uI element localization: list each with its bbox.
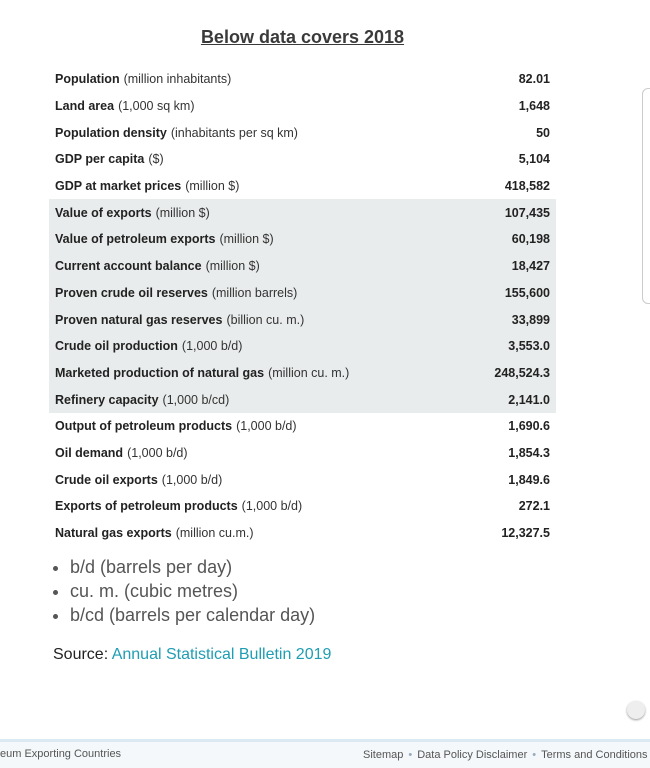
row-unit: (1,000 b/d) [127, 445, 188, 460]
row-label: Refinery capacity [55, 392, 159, 407]
table-row: Population density (inhabitants per sq km… [49, 119, 556, 146]
row-value: 3,553.0 [508, 339, 550, 354]
row-unit: (1,000 b/d) [241, 499, 303, 514]
row-label: Marketed production of natural gas [55, 365, 265, 380]
row-unit: (million inhabitants) [123, 72, 232, 87]
row-value: 1,849.6 [508, 472, 550, 487]
table-row: Marketed production of natural gas (milli… [49, 359, 556, 387]
row-label: Value of exports [55, 205, 152, 220]
table-row: Land area (1,000 sq km) 1,648 [49, 93, 556, 120]
table-row: Population (million inhabitants) 82.01 [49, 66, 556, 93]
row-label: Population density [55, 125, 167, 140]
table-row: GDP per capita ($) 5,104 [49, 146, 556, 173]
source: Source: Annual Statistical Bulletin 2019 [53, 646, 331, 664]
row-label: GDP at market prices [55, 179, 182, 194]
row-value: 248,524.3 [494, 365, 550, 380]
footer-link[interactable]: Sitemap [363, 749, 404, 761]
row-label: Proven natural gas reserves [55, 312, 223, 327]
table-row: Value of exports (million $) 107,435 [49, 199, 556, 227]
row-value: 107,435 [504, 205, 550, 220]
note: cu. m. (cubic metres) [70, 579, 315, 603]
row-value: 1,648 [518, 99, 550, 114]
row-unit: (million $) [155, 205, 210, 220]
separator: • [532, 749, 537, 761]
row-value: 418,582 [504, 179, 550, 194]
note: b/d (barrels per day) [70, 555, 315, 579]
row-value: 2,141.0 [508, 392, 550, 407]
table-row: Refinery capacity (1,000 b/cd) 2,141.0 [49, 386, 556, 413]
row-value: 155,600 [504, 285, 550, 300]
row-unit: (million $) [205, 259, 260, 274]
data-table: Population (million inhabitants) 82.01 Land… [49, 66, 556, 546]
row-unit: (million cu. m.) [268, 365, 350, 380]
row-unit: (inhabitants per sq km) [170, 125, 298, 140]
row-value: 50 [536, 125, 550, 140]
row-label: Crude oil production [55, 339, 178, 354]
table-row: Output of petroleum products (1,000 b/d) 1… [49, 413, 556, 440]
table-row: Crude oil production (1,000 b/d) 3,553.0 [49, 332, 556, 360]
table-row: Natural gas exports (million cu.m.) 12,327… [49, 520, 556, 547]
row-label: Exports of petroleum products [55, 499, 238, 514]
row-label: Oil demand [55, 445, 124, 460]
row-value: 33,899 [511, 312, 550, 327]
table-row: Value of petroleum exports (million $) 60,… [49, 226, 556, 253]
source-link[interactable]: Annual Statistical Bulletin 2019 [111, 646, 332, 663]
title: Below data covers 2018 [200, 27, 405, 47]
row-value: 1,690.6 [508, 419, 550, 434]
row-unit: (million barrels) [211, 285, 298, 300]
footer-link[interactable]: Data Policy Disclaimer [417, 749, 528, 761]
footer-org: eum Exporting Countries [0, 748, 122, 760]
print-icon[interactable] [627, 701, 645, 719]
table-row: Crude oil exports (1,000 b/d) 1,849.6 [49, 466, 556, 493]
row-value: 60,198 [511, 232, 550, 247]
row-label: Current account balance [55, 259, 202, 274]
table-row: Proven natural gas reserves (billion cu. … [49, 306, 556, 333]
row-value: 5,104 [518, 152, 550, 167]
footer-links: Sitemap • Data Policy Disclaimer • Terms and… [363, 749, 648, 761]
footer: eum Exporting Countries Sitemap • Data Pol… [0, 739, 650, 768]
row-value: 1,854.3 [508, 445, 550, 460]
row-value: 18,427 [511, 259, 550, 274]
row-unit: (million $) [185, 179, 240, 194]
row-label: Natural gas exports [55, 526, 172, 541]
table-row: Proven crude oil reserves (million barrel… [49, 279, 556, 307]
row-label: Crude oil exports [55, 472, 158, 487]
row-unit: (1,000 b/cd) [162, 392, 230, 407]
footer-link[interactable]: Terms and Conditions [541, 749, 648, 761]
note: b/cd (barrels per calendar day) [70, 603, 315, 627]
row-unit: (1,000 b/d) [161, 472, 223, 487]
row-unit: (1,000 b/d) [236, 419, 297, 434]
scroll-handle[interactable] [642, 88, 650, 304]
row-label: Value of petroleum exports [55, 232, 216, 247]
row-label: Proven crude oil reserves [55, 285, 208, 300]
row-unit: (million cu.m.) [175, 526, 254, 541]
row-label: Population [55, 72, 120, 87]
table-row: Oil demand (1,000 b/d) 1,854.3 [49, 440, 556, 467]
row-label: Land area [55, 99, 115, 114]
row-unit: (billion cu. m.) [226, 312, 305, 327]
separator: • [408, 749, 413, 761]
row-value: 12,327.5 [501, 526, 550, 541]
row-label: Output of petroleum products [55, 419, 233, 434]
row-unit: (1,000 sq km) [118, 99, 195, 114]
row-value: 82.01 [518, 72, 550, 87]
source-label: Source: [53, 646, 109, 663]
table-row: Exports of petroleum products (1,000 b/d)… [49, 493, 556, 520]
notes: b/d (barrels per day)cu. m. (cubic metre… [52, 555, 315, 627]
row-label: GDP per capita [55, 152, 145, 167]
table-row: Current account balance (million $) 18,427 [49, 252, 556, 280]
row-unit: (million $) [219, 232, 274, 247]
table-row: GDP at market prices (million $) 418,582 [49, 173, 556, 200]
row-unit: (1,000 b/d) [181, 339, 243, 354]
row-value: 272.1 [518, 499, 550, 514]
row-unit: ($) [148, 152, 164, 167]
